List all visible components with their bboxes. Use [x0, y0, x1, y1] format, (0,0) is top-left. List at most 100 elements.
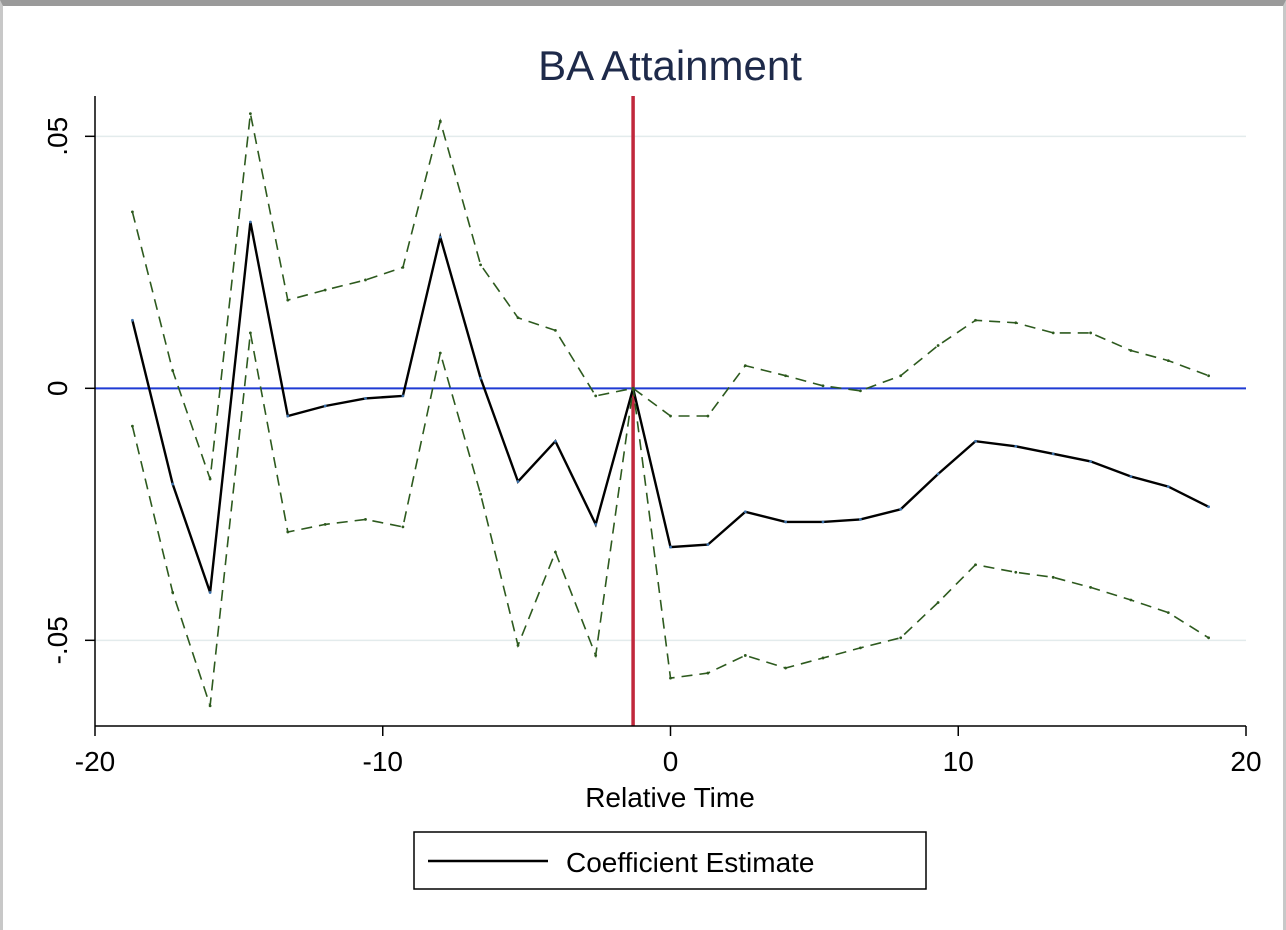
series-0-point-19	[859, 517, 862, 521]
series-0-point-4	[286, 414, 290, 418]
series-0-point-28	[1207, 505, 1210, 509]
series-1-point-5	[323, 288, 327, 292]
series-2-point-5	[323, 523, 327, 526]
y-tick-label-2: -.05	[42, 616, 73, 664]
series-1-point-3	[248, 112, 252, 116]
series-2-point-18	[821, 656, 825, 660]
series-1-point-6	[364, 278, 367, 282]
series-0-point-0	[131, 318, 134, 322]
series-layer	[131, 112, 1210, 708]
series-2-point-15	[706, 671, 710, 675]
axes	[94, 96, 1246, 727]
series-1-point-20	[899, 374, 903, 378]
series-1-point-14	[669, 414, 672, 418]
series-1-point-1	[171, 369, 175, 373]
series-0-point-5	[323, 404, 327, 408]
series-0-point-23	[1014, 444, 1018, 448]
series-2-point-12	[594, 654, 598, 657]
series-2-point-26	[1129, 598, 1133, 602]
series-0-point-20	[899, 507, 903, 511]
series-1-point-24	[1051, 331, 1055, 335]
series-0-point-25	[1089, 460, 1093, 463]
x-axis-label: Relative Time	[585, 782, 755, 813]
series-0-point-2	[208, 591, 212, 594]
series-2-point-24	[1051, 575, 1055, 579]
series-0-point-15	[706, 543, 710, 546]
series-0-point-8	[438, 235, 442, 239]
series-0-point-22	[974, 439, 977, 443]
series-1-point-18	[821, 384, 825, 388]
series-1-point-8	[438, 119, 442, 123]
series-2-point-7	[401, 525, 405, 529]
series-0-point-24	[1051, 452, 1055, 456]
series-1-point-17	[784, 374, 787, 378]
series-1-point-23	[1014, 321, 1018, 325]
series-2-point-2	[208, 704, 212, 708]
x-tick-label-0: -20	[75, 746, 115, 777]
y-tick-label-0: .05	[42, 117, 73, 156]
series-1-point-10	[516, 316, 520, 320]
series-2-point-6	[364, 517, 367, 521]
series-1-point-26	[1129, 349, 1133, 352]
series-2-point-28	[1207, 636, 1210, 640]
x-tick-label-1: -10	[363, 746, 403, 777]
series-1-point-16	[743, 364, 747, 368]
legend: Coefficient Estimate	[413, 831, 927, 890]
series-2-point-23	[1014, 570, 1018, 574]
series-1-point-21	[936, 344, 940, 347]
series-1-point-12	[594, 394, 598, 398]
series-2-point-8	[438, 351, 442, 355]
series-0-point-6	[364, 397, 367, 400]
series-1-point-2	[208, 477, 212, 481]
series-1-point-27	[1166, 359, 1170, 362]
legend-label-coefficient-estimate: Coefficient Estimate	[566, 847, 815, 878]
series-1-point-25	[1089, 331, 1093, 335]
series-0-point-27	[1166, 485, 1170, 488]
series-0-point-16	[743, 510, 747, 514]
series-1-point-28	[1207, 374, 1210, 378]
series-0-point-1	[171, 482, 175, 486]
x-tick-label-4: 20	[1230, 746, 1261, 777]
series-2-point-1	[171, 591, 175, 594]
series-1-point-15	[706, 414, 710, 418]
series-2-point-16	[743, 654, 747, 657]
reference-lines	[95, 96, 1246, 726]
x-tick-label-3: 10	[943, 746, 974, 777]
series-2-point-17	[784, 666, 787, 670]
series-2-point-25	[1089, 586, 1093, 589]
series-0-point-14	[669, 545, 672, 549]
series-2-point-10	[516, 643, 520, 647]
series-2-point-20	[899, 636, 903, 640]
series-1-point-7	[401, 265, 405, 269]
series-1-point-19	[859, 389, 862, 393]
series-1-point-9	[479, 263, 482, 267]
y-tick-label-1: 0	[42, 381, 73, 397]
series-0-point-3	[248, 220, 252, 224]
series-0-point-12	[594, 523, 598, 526]
series-2-point-11	[554, 550, 557, 554]
series-2-point-27	[1166, 611, 1170, 614]
y-axis-ticks: .05 0 -.05	[42, 117, 95, 664]
x-tick-label-2: 0	[663, 746, 679, 777]
series-0-point-11	[554, 439, 557, 443]
series-0-point-17	[784, 520, 787, 524]
series-2-point-13	[631, 386, 635, 390]
series-2-point-21	[936, 601, 940, 604]
series-0-point-7	[401, 394, 405, 398]
series-2-point-19	[859, 646, 862, 650]
series-0-point-18	[821, 520, 825, 524]
series-line-0	[131, 221, 1210, 593]
series-0-point-9	[479, 376, 482, 380]
series-0-point-26	[1129, 475, 1133, 478]
series-1-point-4	[286, 298, 290, 302]
series-1-point-22	[974, 318, 977, 322]
series-2-point-4	[286, 530, 290, 534]
series-2-point-9	[479, 492, 482, 496]
series-2-point-22	[974, 563, 977, 567]
chart-title: BA Attainment	[538, 42, 802, 89]
series-0-point-10	[516, 480, 520, 483]
series-1-point-0	[131, 210, 134, 214]
series-1-point-11	[554, 328, 557, 332]
